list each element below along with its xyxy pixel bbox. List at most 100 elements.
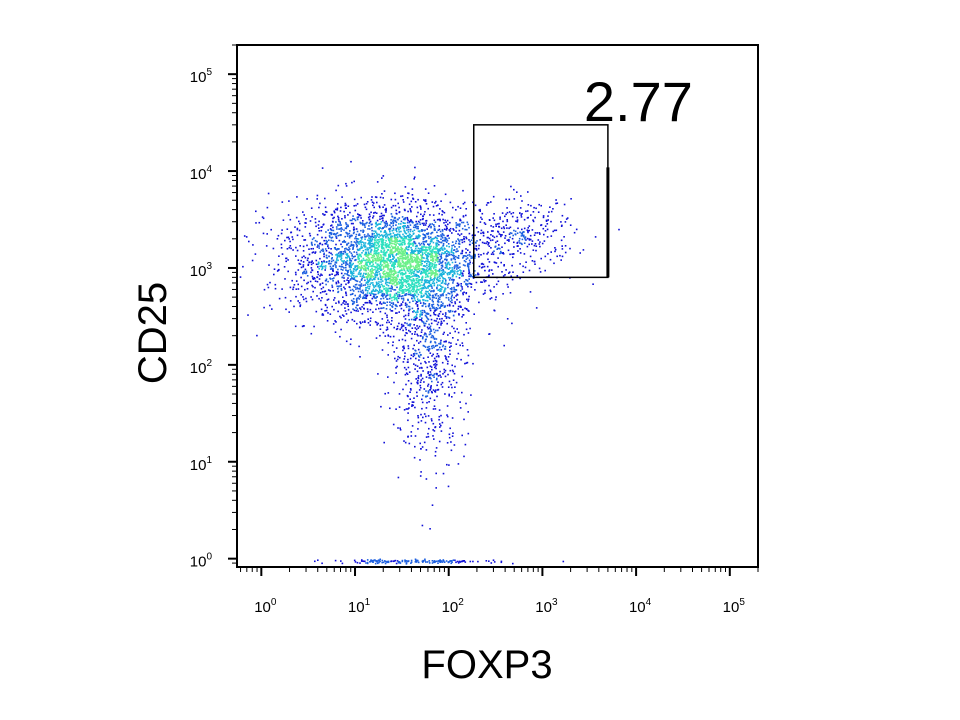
event-dot xyxy=(433,346,435,349)
event-dot xyxy=(421,277,423,279)
event-dot xyxy=(291,279,293,282)
event-dot xyxy=(446,266,448,269)
event-dot xyxy=(415,357,417,360)
event-dot xyxy=(352,272,355,275)
event-dot xyxy=(477,273,479,276)
event-dot xyxy=(420,229,423,231)
event-dot xyxy=(343,286,345,289)
event-dot xyxy=(386,243,388,245)
event-dot xyxy=(410,271,412,274)
event-dot xyxy=(475,247,478,250)
event-dot xyxy=(510,232,513,235)
event-dot xyxy=(280,247,283,249)
event-dot xyxy=(390,219,392,221)
event-dot xyxy=(332,233,335,235)
event-dot xyxy=(386,272,388,274)
event-dot xyxy=(430,290,432,293)
event-dot xyxy=(402,199,404,201)
event-dot xyxy=(477,231,480,233)
event-dot xyxy=(390,273,393,275)
event-dot xyxy=(366,201,369,203)
event-dot xyxy=(357,290,360,293)
event-dot xyxy=(349,251,351,253)
event-dot xyxy=(325,239,327,242)
event-dot xyxy=(441,264,444,267)
event-dot xyxy=(393,234,396,236)
event-dot xyxy=(367,269,370,271)
event-dot xyxy=(451,417,454,419)
event-dot xyxy=(415,315,418,317)
event-dot xyxy=(326,257,328,259)
event-dot xyxy=(361,222,364,224)
event-dot xyxy=(420,273,422,275)
event-dot xyxy=(465,308,468,310)
event-dot xyxy=(368,280,371,282)
event-dot xyxy=(295,216,298,219)
event-dot xyxy=(388,290,390,293)
event-dot xyxy=(450,449,453,452)
event-dot xyxy=(436,261,439,263)
event-dot xyxy=(408,309,410,312)
event-dot xyxy=(368,225,370,227)
event-dot xyxy=(420,206,422,209)
event-dot xyxy=(403,289,405,291)
event-dot xyxy=(431,282,434,285)
event-dot xyxy=(550,210,553,213)
event-dot xyxy=(388,233,390,236)
event-dot xyxy=(505,198,507,201)
event-dot xyxy=(490,562,493,564)
event-dot xyxy=(433,376,435,378)
event-dot xyxy=(428,244,430,246)
event-dot xyxy=(402,253,404,255)
event-dot xyxy=(383,260,385,262)
event-dot xyxy=(421,446,424,448)
event-dot xyxy=(404,271,407,273)
event-dot xyxy=(466,361,469,364)
event-dot xyxy=(436,235,439,237)
event-dot xyxy=(379,288,381,291)
event-dot xyxy=(560,259,562,261)
event-dot xyxy=(534,243,537,245)
event-dot xyxy=(365,202,368,205)
event-dot xyxy=(456,282,459,285)
event-dot xyxy=(469,273,472,276)
event-dot xyxy=(323,290,326,293)
event-dot xyxy=(414,201,417,203)
event-dot xyxy=(394,250,397,253)
event-dot xyxy=(442,280,444,283)
event-dot xyxy=(435,447,438,449)
event-dot xyxy=(372,236,375,239)
event-dot xyxy=(444,393,446,395)
event-dot xyxy=(346,273,348,276)
event-dot xyxy=(390,297,393,299)
event-dot xyxy=(398,393,401,395)
event-dot xyxy=(403,243,406,246)
event-dot xyxy=(407,347,410,350)
event-dot xyxy=(369,239,372,242)
event-dot xyxy=(412,300,414,302)
event-dot xyxy=(348,235,351,237)
event-dot xyxy=(337,271,339,274)
event-dot xyxy=(509,226,512,229)
event-dot xyxy=(385,279,387,282)
event-dot xyxy=(336,256,339,259)
event-dot xyxy=(435,472,437,475)
event-dot xyxy=(441,345,444,348)
event-dot xyxy=(406,197,409,199)
event-dot xyxy=(392,423,395,426)
event-dot xyxy=(357,216,360,218)
event-dot xyxy=(437,229,439,231)
event-dot xyxy=(418,265,420,268)
event-dot xyxy=(461,316,463,318)
event-dot xyxy=(339,221,341,223)
event-dot xyxy=(389,233,392,235)
event-dot xyxy=(428,303,430,306)
event-dot xyxy=(443,234,445,237)
event-dot xyxy=(413,292,416,295)
event-dot xyxy=(361,223,364,226)
event-dot xyxy=(456,268,458,270)
event-dot xyxy=(355,236,357,238)
event-dot xyxy=(413,178,415,180)
event-dot xyxy=(435,281,438,284)
event-dot xyxy=(424,188,427,190)
